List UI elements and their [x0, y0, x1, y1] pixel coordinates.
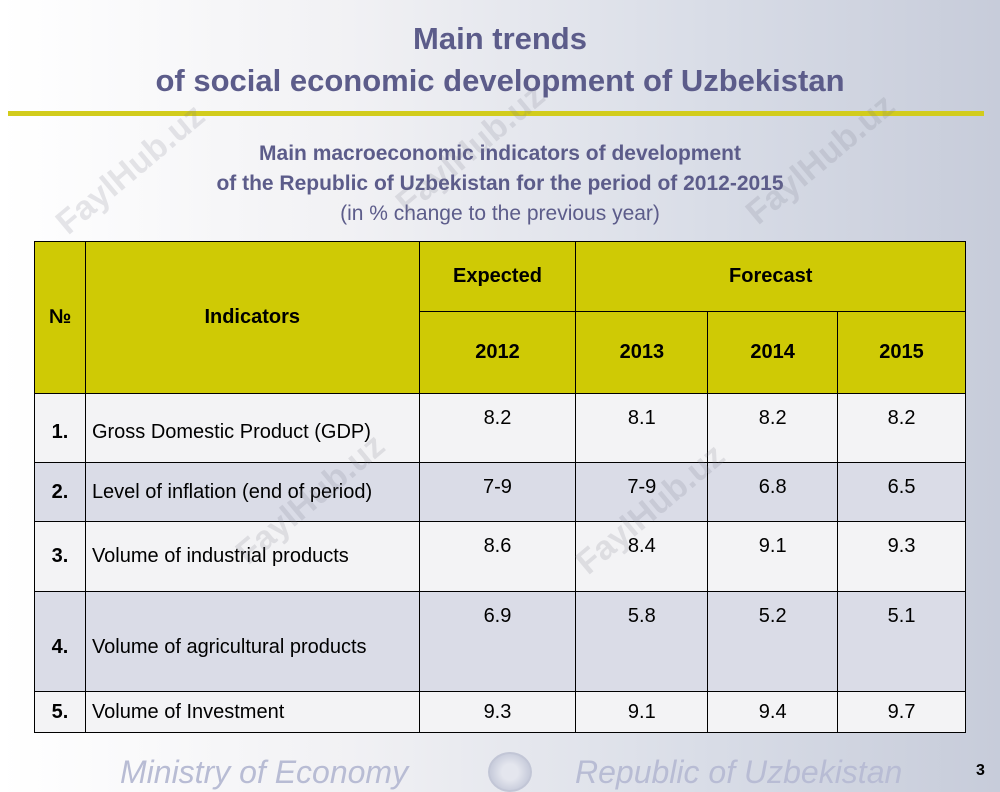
table-row: 5. Volume of Investment 9.3 9.1 9.4 9.7: [34, 691, 966, 733]
header-indicators: Indicators: [84, 241, 420, 394]
header-forecast: Forecast: [575, 241, 966, 312]
row-value: 5.8: [575, 591, 709, 692]
row-value: 7-9: [418, 462, 577, 522]
row-value: 8.4: [575, 521, 709, 592]
table-year-row: 2012 2013 2014 2015: [35, 311, 966, 394]
row-number: 5.: [34, 691, 86, 733]
table-row: 2. Level of inflation (end of period) 7-…: [34, 462, 966, 522]
page-number: 3: [976, 762, 985, 779]
footer-ministry: Ministry of Economy: [120, 754, 409, 790]
table-header-row: № Indicators Expected Forecast: [34, 241, 966, 394]
header-year: 2012: [418, 311, 577, 394]
row-value: 9.3: [418, 691, 577, 733]
title-divider: [8, 111, 984, 116]
table-row: 4. Volume of agricultural products 6.9 5…: [34, 591, 966, 692]
header-expected: Expected: [418, 241, 577, 312]
slide-title: Main trends of social economic developme…: [0, 18, 1000, 102]
row-indicator: Volume of Investment: [84, 691, 420, 733]
footer-republic: Republic of Uzbekistan: [575, 754, 903, 790]
row-indicator: Level of inflation (end of period): [84, 462, 420, 522]
state-emblem-icon: [488, 752, 532, 792]
row-value: 9.1: [575, 691, 709, 733]
row-value: 9.7: [837, 691, 966, 733]
row-value: 6.9: [418, 591, 577, 692]
title-line-1: Main trends: [413, 21, 587, 56]
row-value: 5.1: [837, 591, 966, 692]
row-indicator: Gross Domestic Product (GDP): [84, 393, 420, 463]
caption-line-2: of the Republic of Uzbekistan for the pe…: [216, 172, 784, 195]
table-caption: Main macroeconomic indicators of develop…: [0, 139, 1000, 229]
row-value: 9.1: [707, 521, 839, 592]
header-year: 2013: [575, 311, 709, 394]
row-value: 8.2: [707, 393, 839, 463]
row-value: 9.3: [837, 521, 966, 592]
table-row: 1. Gross Domestic Product (GDP) 8.2 8.1 …: [34, 393, 966, 463]
title-line-2: of social economic development of Uzbeki…: [155, 63, 845, 98]
header-year: 2015: [837, 311, 966, 394]
row-value: 6.5: [837, 462, 966, 522]
row-indicator: Volume of industrial products: [84, 521, 420, 592]
row-value: 8.2: [837, 393, 966, 463]
row-value: 8.2: [418, 393, 577, 463]
row-value: 6.8: [707, 462, 839, 522]
row-number: 4.: [34, 591, 86, 692]
header-number: №: [34, 241, 86, 394]
row-number: 1.: [34, 393, 86, 463]
row-value: 8.6: [418, 521, 577, 592]
row-value: 7-9: [575, 462, 709, 522]
row-value: 9.4: [707, 691, 839, 733]
caption-line-1: Main macroeconomic indicators of develop…: [259, 142, 741, 165]
row-number: 2.: [34, 462, 86, 522]
row-value: 5.2: [707, 591, 839, 692]
row-indicator: Volume of agricultural products: [84, 591, 420, 692]
row-number: 3.: [34, 521, 86, 592]
table-row: 3. Volume of industrial products 8.6 8.4…: [34, 521, 966, 592]
header-year: 2014: [707, 311, 839, 394]
indicators-table: № Indicators Expected Forecast 2012 2013…: [34, 241, 966, 733]
caption-line-3: (in % change to the previous year): [340, 202, 660, 225]
row-value: 8.1: [575, 393, 709, 463]
